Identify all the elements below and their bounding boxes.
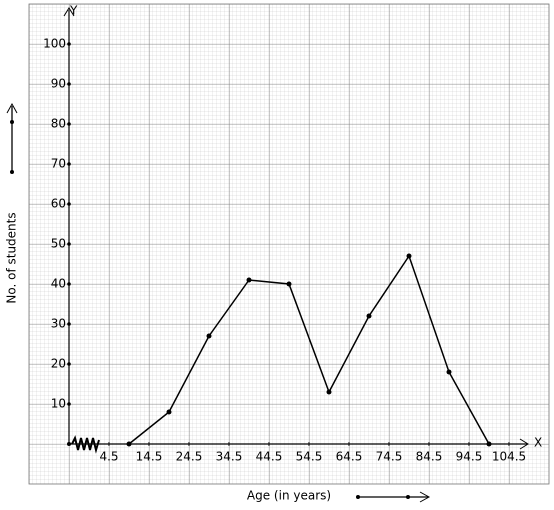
y-axis-arrow: [6, 102, 18, 174]
y-tick-label: 30: [51, 317, 66, 331]
graph-paper: [28, 3, 550, 485]
x-tick-label: 64.5: [336, 450, 363, 464]
x-tick-label: 104.5: [492, 450, 526, 464]
data-point: [366, 313, 372, 319]
y-tick: [67, 402, 71, 406]
data-point: [446, 369, 452, 375]
x-axis-name: X: [534, 436, 542, 450]
y-tick-label: 50: [51, 237, 66, 251]
x-tick-label: 44.5: [256, 450, 283, 464]
y-tick: [67, 322, 71, 326]
data-point: [246, 277, 252, 283]
y-tick-label: 20: [51, 357, 66, 371]
y-tick: [67, 282, 71, 286]
y-tick-label: 90: [51, 77, 66, 91]
y-tick: [67, 82, 71, 86]
x-tick-label: 54.5: [296, 450, 323, 464]
y-tick-label: 60: [51, 197, 66, 211]
y-tick: [67, 202, 71, 206]
data-point: [206, 333, 212, 339]
y-tick: [67, 162, 71, 166]
y-tick-label: 70: [51, 157, 66, 171]
y-tick: [67, 242, 71, 246]
data-point: [286, 281, 292, 287]
x-axis-label: Age (in years): [247, 489, 331, 503]
x-tick-label: 84.5: [416, 450, 443, 464]
y-tick-label: 40: [51, 277, 66, 291]
x-tick-label: 24.5: [176, 450, 203, 464]
y-tick-label: 10: [51, 397, 66, 411]
data-point: [126, 441, 132, 447]
data-point: [326, 389, 332, 395]
data-line: [128, 254, 490, 445]
x-axis-arrow: [356, 491, 431, 503]
data-point: [486, 441, 492, 447]
y-tick: [67, 122, 71, 126]
x-tick-label: 34.5: [216, 450, 243, 464]
y-tick: [67, 362, 71, 366]
x-tick-label: 4.5: [99, 450, 118, 464]
y-tick-label: 80: [51, 117, 66, 131]
data-point: [166, 409, 172, 415]
x-tick-label: 94.5: [456, 450, 483, 464]
x-tick-label: 74.5: [376, 450, 403, 464]
y-tick-label: 100: [43, 37, 66, 51]
y-tick: [67, 42, 71, 46]
data-point: [406, 253, 412, 259]
x-tick-label: 14.5: [136, 450, 163, 464]
y-axis-name: Y: [69, 4, 78, 18]
y-axis-label: No. of students: [5, 212, 19, 303]
